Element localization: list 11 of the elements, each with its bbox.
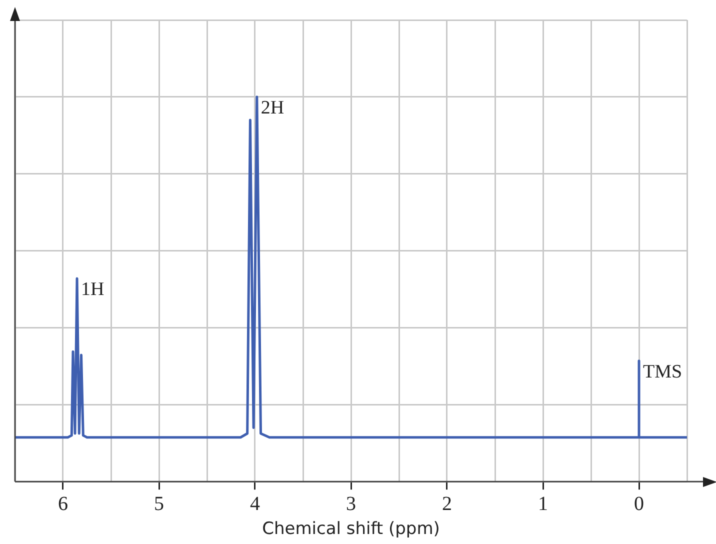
x-tick-label: 0 (634, 492, 644, 515)
x-axis-title: Chemical shift (ppm) (262, 519, 440, 540)
x-tick-label: 6 (58, 492, 68, 515)
annotation: TMS (643, 361, 682, 382)
x-tick-label: 5 (154, 492, 164, 515)
x-tick-label: 3 (346, 492, 356, 515)
x-tick-label: 1 (538, 492, 548, 515)
x-tick-label: 2 (442, 492, 452, 515)
x-tick-label: 4 (250, 492, 260, 515)
annotation: 2H (260, 97, 284, 118)
annotation: 1H (81, 278, 105, 300)
